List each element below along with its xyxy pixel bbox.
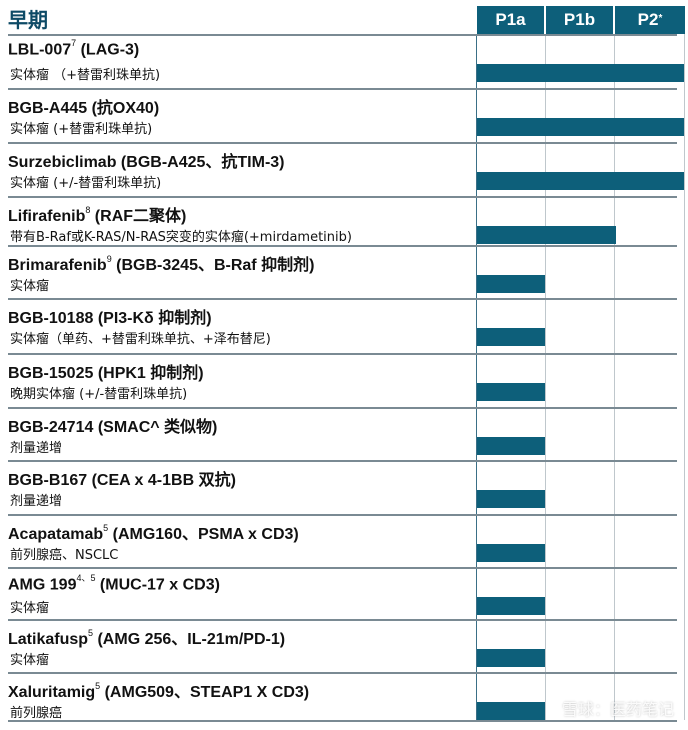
phase-progress-bar xyxy=(477,702,545,720)
row-separator xyxy=(8,407,677,409)
grid-line-p2 xyxy=(614,34,615,720)
drug-name: Xaluritamig5 (AMG509、STEAP1 X CD3) xyxy=(8,678,309,702)
drug-target: (CEA x 4-1BB 双抗) xyxy=(87,472,236,489)
footnote-marker: 8 xyxy=(85,204,91,215)
phase-header-p2: P2 * xyxy=(615,6,685,34)
indication: 晚期实体瘤 (+/-替雷利珠单抗) xyxy=(10,387,188,402)
row-separator xyxy=(8,88,677,90)
indication: 前列腺癌、NSCLC xyxy=(10,548,119,563)
indication: 剂量递增 xyxy=(10,494,63,509)
indication: 剂量递增 xyxy=(10,441,63,456)
drug-name-main: BGB-15025 xyxy=(8,365,94,382)
row-separator xyxy=(8,720,677,722)
grid-line-p1b xyxy=(545,34,546,720)
row-separator xyxy=(8,514,677,516)
drug-target: (RAF二聚体) xyxy=(90,208,187,225)
row-separator xyxy=(8,619,677,621)
drug-name: Acapatamab5 (AMG160、PSMA x CD3) xyxy=(8,520,299,544)
phase-progress-bar xyxy=(477,172,684,190)
phase-progress-bar xyxy=(477,226,616,244)
drug-name: Brimarafenib9 (BGB-3245、B-Raf 抑制剂) xyxy=(8,251,314,275)
drug-target: (MUC-17 x CD3) xyxy=(95,576,220,594)
footnote-marker: 4、5 xyxy=(76,573,96,583)
row-separator xyxy=(8,567,677,569)
phase-progress-bar xyxy=(477,490,545,508)
row-separator xyxy=(8,142,677,144)
drug-name-main: Latikafusp xyxy=(8,631,89,648)
drug-name-main: AMG 199 xyxy=(8,576,77,594)
drug-name: BGB-10188 (PI3-Kδ 抑制剂) xyxy=(8,304,212,328)
indication: 带有B-Raf或K-RAS/N-RAS突变的实体瘤(+mirdametinib) xyxy=(10,230,352,245)
page-title: 早期 xyxy=(8,8,48,32)
phase-header-p1b: P1b xyxy=(546,6,613,34)
phase-progress-bar xyxy=(477,118,684,136)
drug-name-main: LBL-007 xyxy=(8,41,72,59)
row-separator xyxy=(8,672,677,674)
phase-progress-bar xyxy=(477,64,684,82)
drug-name-main: Brimarafenib xyxy=(8,257,107,274)
drug-name: Surzebiclimab (BGB-A425、抗TIM-3) xyxy=(8,148,285,172)
indication: 实体瘤 xyxy=(10,601,50,616)
drug-target: (AMG509、STEAP1 X CD3) xyxy=(100,684,310,701)
footnote-marker: 5 xyxy=(95,680,101,691)
grid-left-border xyxy=(476,34,477,720)
indication: 实体瘤 xyxy=(10,279,50,294)
drug-name: BGB-24714 (SMAC^ 类似物) xyxy=(8,413,217,437)
drug-target: (LAG-3) xyxy=(76,41,140,59)
phase-progress-bar xyxy=(477,275,545,293)
drug-name: Lifirafenib8 (RAF二聚体) xyxy=(8,202,186,226)
drug-target: (AMG160、PSMA x CD3) xyxy=(108,526,299,543)
grid-line-end xyxy=(684,34,685,720)
indication: 实体瘤（单药、+替雷利珠单抗、+泽布替尼) xyxy=(10,332,271,347)
drug-name-main: Surzebiclimab xyxy=(8,154,117,171)
phase-header-p1a: P1a xyxy=(477,6,544,34)
indication: 前列腺癌 xyxy=(10,706,63,721)
drug-name: BGB-A445 (抗OX40) xyxy=(8,94,159,118)
drug-target: (HPK1 抑制剂) xyxy=(93,365,204,382)
indication: 实体瘤 (+替雷利珠单抗) xyxy=(10,122,153,137)
footnote-marker: 7 xyxy=(71,38,77,48)
drug-name-main: Xaluritamig xyxy=(8,684,96,701)
drug-target: (BGB-3245、B-Raf 抑制剂) xyxy=(111,257,315,274)
indication: 实体瘤 (+/-替雷利珠单抗) xyxy=(10,176,162,191)
drug-name-main: Lifirafenib xyxy=(8,208,86,225)
watermark: 雪球：医药笔记 xyxy=(561,700,674,719)
drug-name: BGB-15025 (HPK1 抑制剂) xyxy=(8,359,204,383)
footnote-marker: 5 xyxy=(88,627,94,638)
drug-target: (PI3-Kδ 抑制剂) xyxy=(93,310,212,327)
indication: 实体瘤 （+替雷利珠单抗) xyxy=(10,68,161,83)
drug-name: LBL-0077 (LAG-3) xyxy=(8,38,140,59)
row-separator xyxy=(8,34,677,36)
drug-name: Latikafusp5 (AMG 256、IL-21m/PD-1) xyxy=(8,625,285,649)
drug-target: (BGB-A425、抗TIM-3) xyxy=(116,154,285,171)
drug-name-main: BGB-10188 xyxy=(8,310,94,327)
drug-name: AMG 1994、5 (MUC-17 x CD3) xyxy=(8,573,220,594)
row-separator xyxy=(8,353,677,355)
phase-progress-bar xyxy=(477,544,545,562)
drug-name-main: BGB-A445 xyxy=(8,100,88,117)
row-separator xyxy=(8,298,677,300)
row-separator xyxy=(8,460,677,462)
phase-progress-bar xyxy=(477,597,545,615)
drug-target: (AMG 256、IL-21m/PD-1) xyxy=(93,631,286,648)
phase-progress-bar xyxy=(477,649,545,667)
row-separator xyxy=(8,196,677,198)
drug-target: (SMAC^ 类似物) xyxy=(93,419,218,436)
footnote-marker: 5 xyxy=(103,522,109,533)
phase-progress-bar xyxy=(477,383,545,401)
row-separator xyxy=(8,245,677,247)
phase-progress-bar xyxy=(477,328,545,346)
drug-name: BGB-B167 (CEA x 4-1BB 双抗) xyxy=(8,466,236,490)
drug-name-main: Acapatamab xyxy=(8,526,104,543)
footnote-marker: 9 xyxy=(106,253,112,264)
drug-target: (抗OX40) xyxy=(87,100,160,117)
phase-progress-bar xyxy=(477,437,545,455)
indication: 实体瘤 xyxy=(10,653,50,668)
drug-name-main: BGB-24714 xyxy=(8,419,94,436)
drug-name-main: BGB-B167 xyxy=(8,472,88,489)
